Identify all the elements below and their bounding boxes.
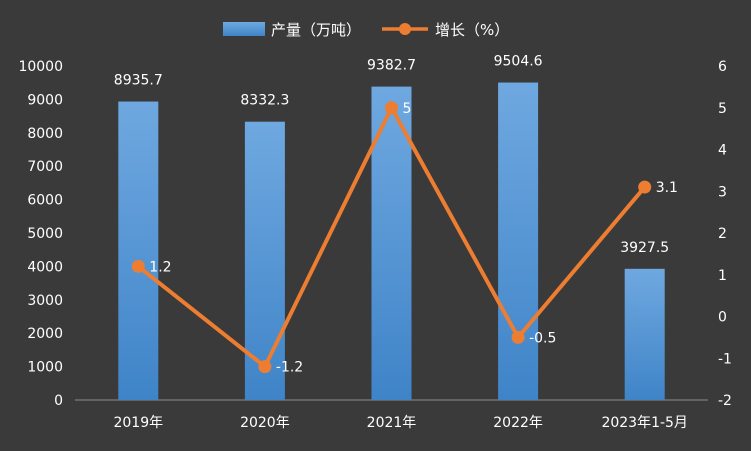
legend-line-marker <box>399 23 411 35</box>
right-tick-label: 5 <box>718 101 727 117</box>
left-tick-label: 9000 <box>27 92 63 108</box>
x-tick-label: 2022年 <box>493 415 543 431</box>
legend-line-label: 增长（%） <box>435 21 509 39</box>
line-point <box>511 330 525 344</box>
bar-data-label: 9382.7 <box>367 58 416 74</box>
x-axis: 2019年 2020年 2021年 2022年 2023年1-5月 <box>113 415 687 431</box>
bar-data-label: 8332.3 <box>240 93 289 109</box>
left-tick-label: 8000 <box>27 126 63 142</box>
right-axis: -2 -1 0 1 2 3 4 5 6 <box>718 59 732 409</box>
left-tick-label: 0 <box>54 393 63 409</box>
right-tick-label: 0 <box>718 310 727 326</box>
line-point <box>258 360 272 374</box>
right-tick-label: 1 <box>718 268 727 284</box>
line-series: 1.2 -1.2 5 -0.5 3.1 <box>131 101 678 376</box>
legend-bar-label: 产量（万吨） <box>271 21 361 39</box>
right-tick-label: 6 <box>718 59 727 75</box>
bar-data-label: 3927.5 <box>620 240 669 256</box>
bar <box>498 82 539 400</box>
left-tick-label: 4000 <box>27 259 63 275</box>
left-tick-label: 7000 <box>27 159 63 175</box>
legend-bar-swatch <box>223 22 265 36</box>
line-point <box>385 101 398 115</box>
left-tick-label: 2000 <box>27 326 63 342</box>
x-tick-label: 2020年 <box>240 415 290 431</box>
left-tick-label: 10000 <box>18 59 63 75</box>
x-tick-label: 2019年 <box>113 415 163 431</box>
x-tick-label: 2023年1-5月 <box>601 415 688 431</box>
right-tick-label: 3 <box>718 184 727 200</box>
bar <box>118 101 159 401</box>
bar <box>624 268 665 400</box>
bar-data-label: 8935.7 <box>114 73 163 89</box>
line-point <box>131 259 145 273</box>
left-tick-label: 3000 <box>27 293 63 309</box>
right-tick-label: -2 <box>718 393 732 409</box>
x-tick-label: 2021年 <box>367 415 417 431</box>
left-tick-label: 1000 <box>27 360 63 376</box>
line-data-label: 1.2 <box>149 259 171 275</box>
line-data-label: -1.2 <box>276 360 303 376</box>
line-data-label: -0.5 <box>529 330 556 346</box>
left-axis: 0 1000 2000 3000 4000 5000 6000 7000 8000 9000 100… <box>18 59 63 409</box>
left-tick-label: 6000 <box>27 193 63 209</box>
left-tick-label: 5000 <box>27 226 63 242</box>
right-tick-label: 2 <box>718 226 727 242</box>
bar-series: 8935.7 8332.3 9382.7 9504.6 3927.5 <box>114 54 669 401</box>
legend: 产量（万吨） 增长（%） <box>223 21 509 39</box>
right-tick-label: -1 <box>718 351 732 367</box>
line-data-label: 5 <box>403 101 412 117</box>
line-data-label: 3.1 <box>656 180 678 196</box>
line-point <box>638 180 652 194</box>
bar-data-label: 9504.6 <box>494 54 543 70</box>
right-tick-label: 4 <box>718 143 727 159</box>
bar <box>244 121 285 401</box>
